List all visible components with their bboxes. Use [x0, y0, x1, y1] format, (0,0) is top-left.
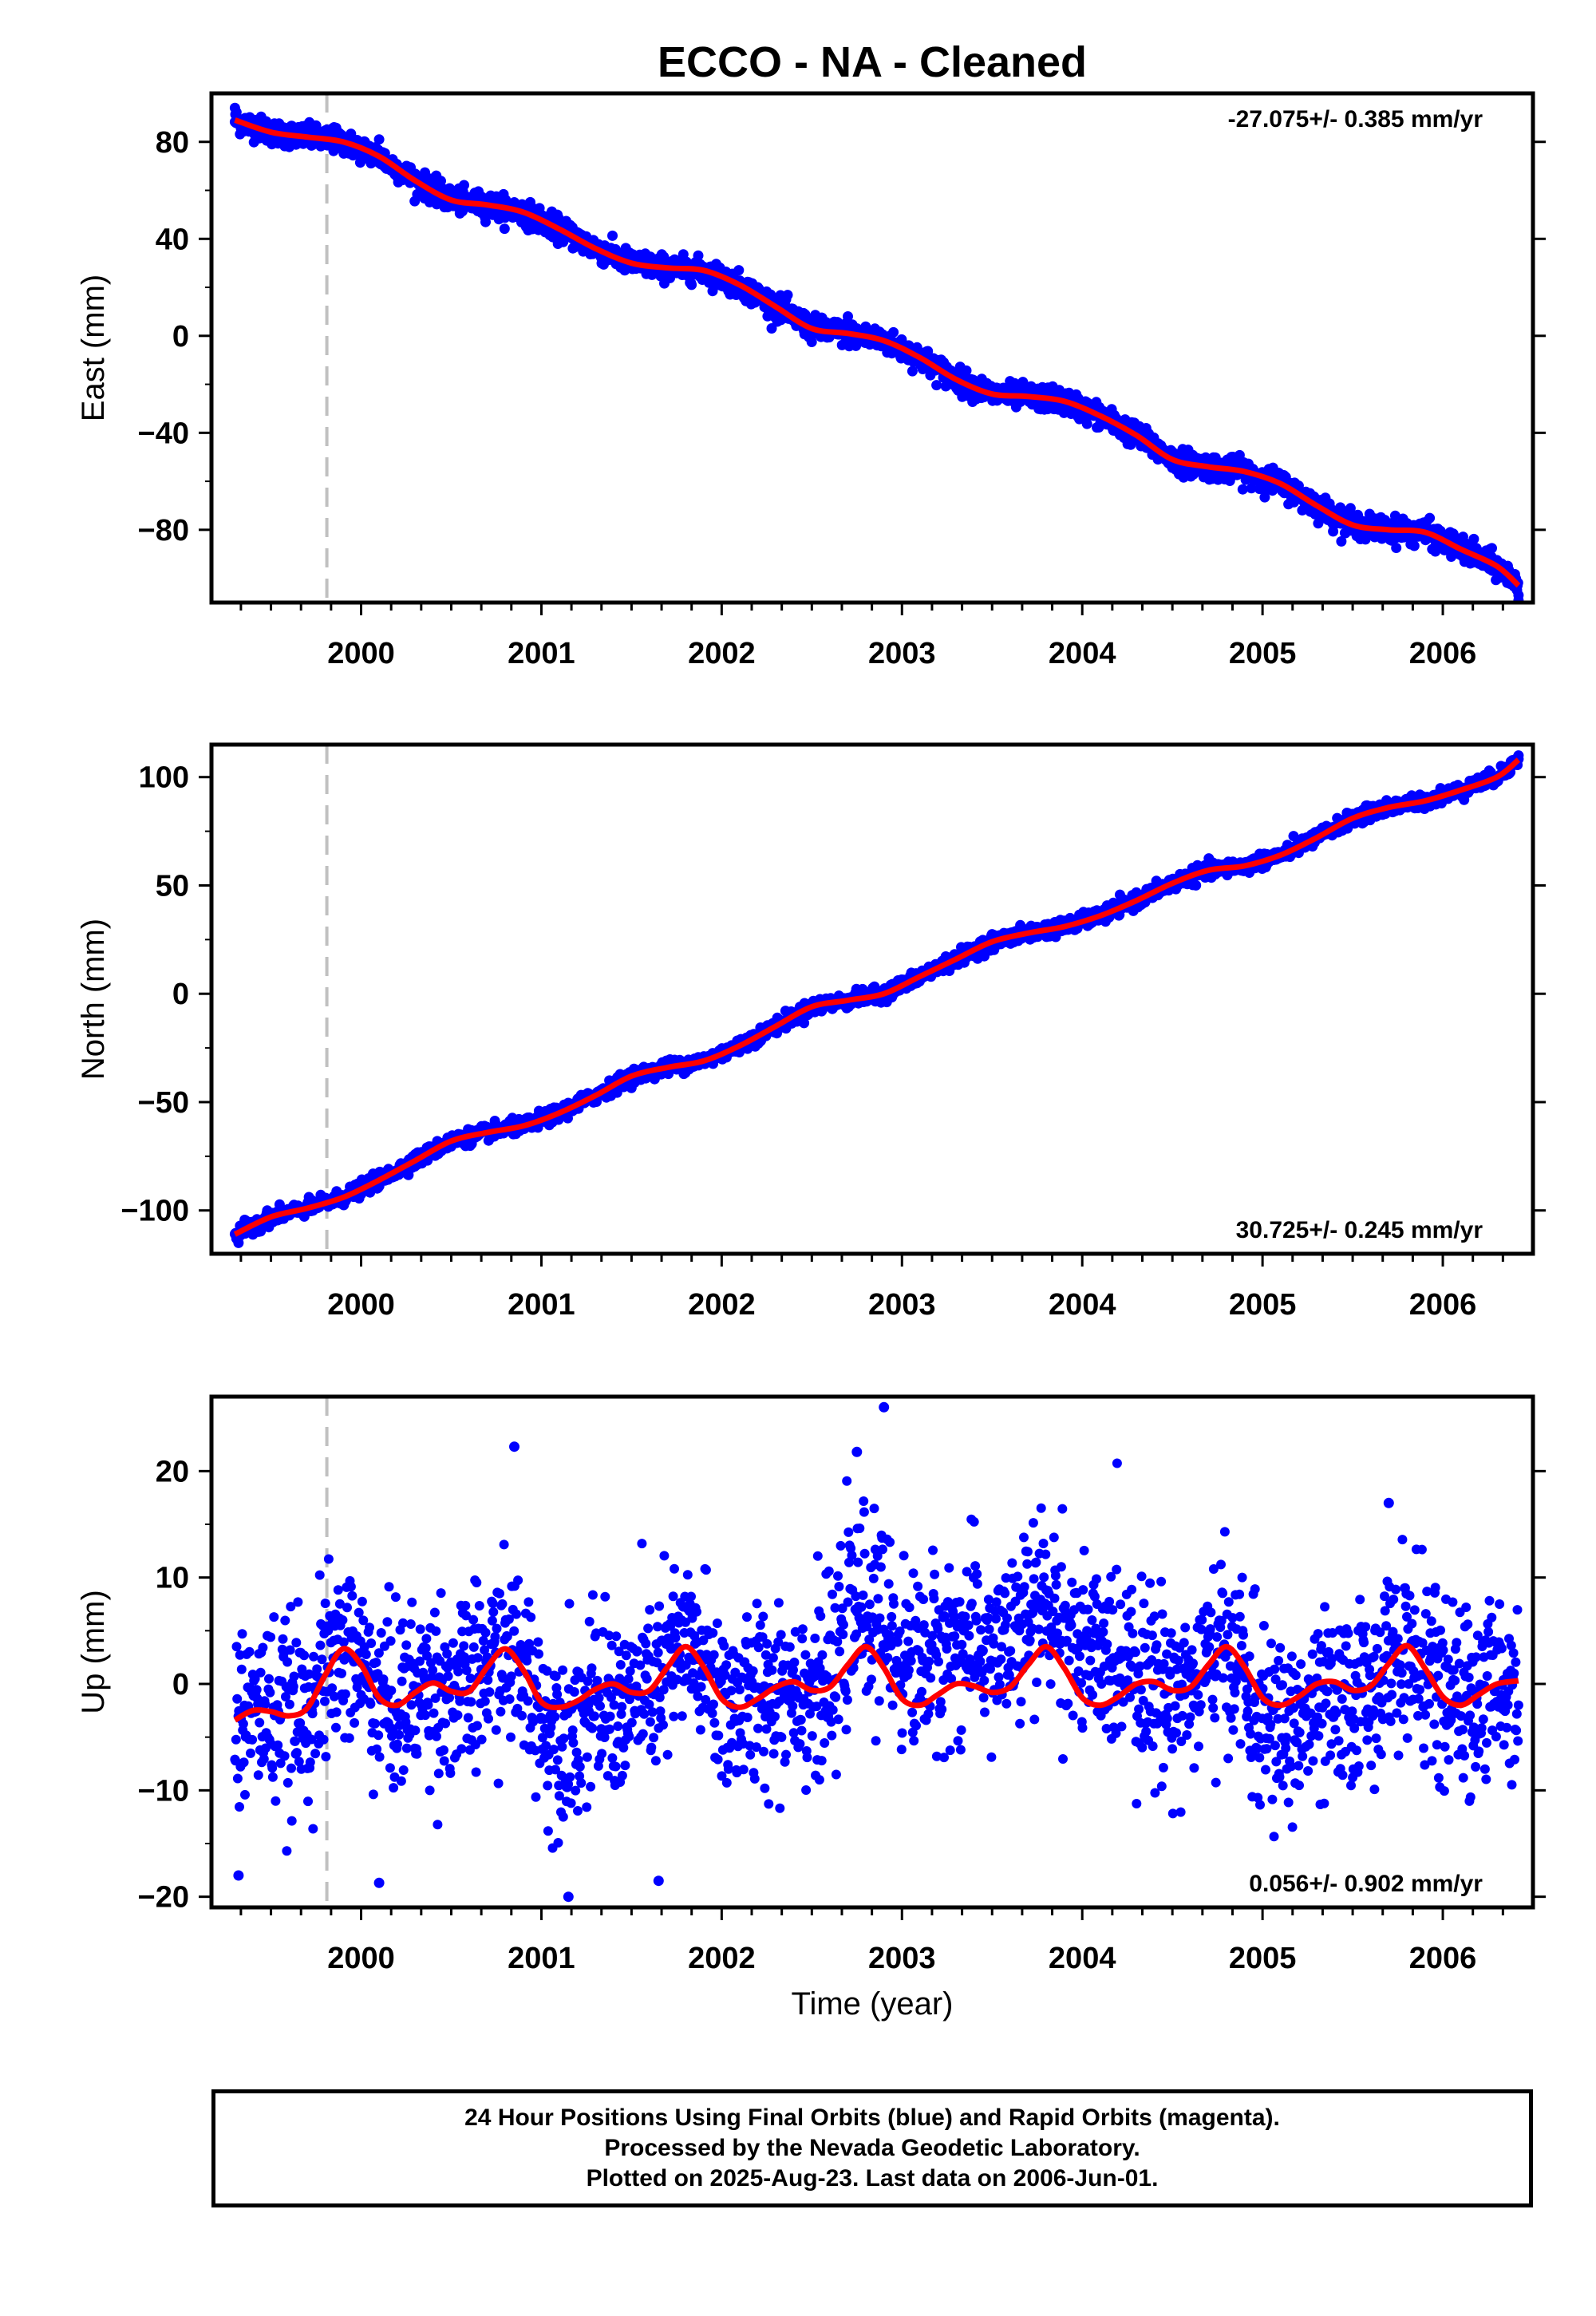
data-points [229, 102, 1524, 603]
data-point [1468, 533, 1479, 544]
data-point [499, 223, 510, 235]
y-tick-label: −80 [138, 514, 189, 547]
data-point [1487, 543, 1497, 554]
data-point [459, 180, 469, 191]
data-point [1391, 543, 1402, 553]
x-tick-label: 2006 [1409, 637, 1477, 670]
data-point [766, 323, 777, 334]
data-point [799, 1018, 810, 1029]
data-point [1424, 512, 1436, 524]
panel-1: −80 −40 0 40 80 2000 2001 2002 2003 2004 2005 2006 E… [76, 91, 1546, 670]
x-tick-label: 2003 [868, 637, 936, 670]
data-point [1081, 418, 1092, 429]
data-point [1191, 879, 1202, 891]
chart-title: ECCO - NA - Cleaned [658, 38, 1087, 86]
data-point [346, 128, 357, 140]
data-point [1408, 540, 1420, 551]
x-tick-label: 2001 [508, 637, 575, 670]
data-point [329, 122, 340, 132]
y-tick-label: −40 [138, 417, 189, 450]
data-point [373, 134, 385, 145]
x-tick-label: 2004 [1049, 637, 1116, 670]
data-point [961, 365, 972, 376]
x-tick-label: 2002 [688, 637, 756, 670]
x-tick-label: 2000 [327, 637, 395, 670]
data-point [931, 380, 942, 391]
chart-panels: −80 −40 0 40 80 2000 2001 2002 2003 2004 2005 2006 E… [76, 91, 1546, 2022]
data-point [907, 366, 918, 377]
data-point [1336, 536, 1347, 547]
data-point [782, 290, 793, 301]
data-point [843, 311, 853, 322]
y-tick-label: 40 [156, 223, 189, 256]
fit-line [234, 117, 1521, 588]
data-point [229, 102, 240, 113]
data-point [693, 250, 704, 261]
rate-annotation: -27.075+/- 0.385 mm/yr [1228, 106, 1483, 132]
y-tick-label: 0 [172, 320, 189, 354]
data-point [686, 279, 697, 290]
y-axis-label: East (mm) [76, 275, 111, 421]
data-point [922, 346, 934, 357]
data-point [888, 326, 899, 338]
data-point [806, 337, 817, 347]
data-point [1237, 484, 1248, 495]
data-point [480, 216, 491, 227]
y-tick-label: 80 [156, 126, 189, 160]
data-point [1246, 483, 1257, 494]
data-point [733, 265, 745, 276]
data-points [229, 750, 1524, 1248]
data-point [1259, 492, 1270, 503]
data-point [1513, 590, 1524, 601]
data-point [607, 230, 618, 241]
x-tick-label: 2005 [1229, 637, 1297, 670]
